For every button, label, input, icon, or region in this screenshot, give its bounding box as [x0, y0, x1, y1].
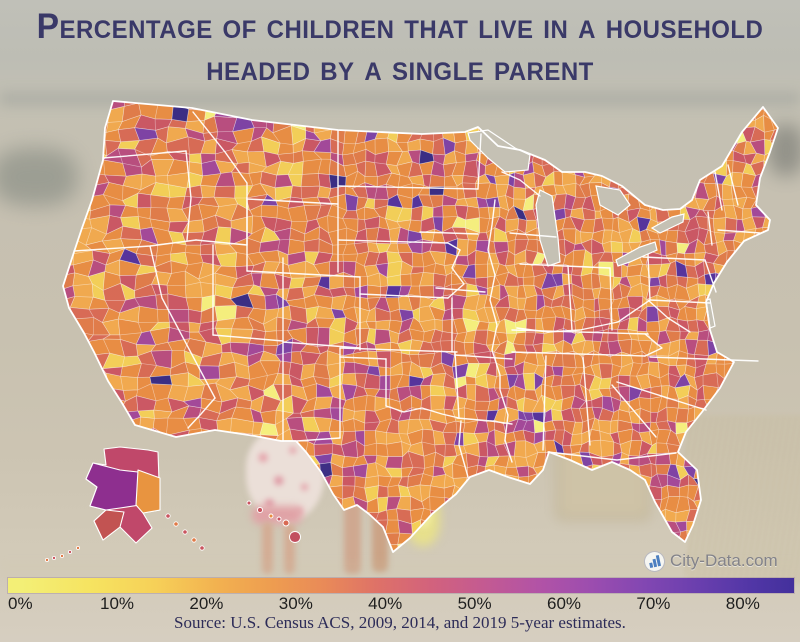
state-border — [339, 356, 387, 360]
state-border — [337, 239, 461, 251]
lake — [535, 189, 561, 267]
page-title: Percentage of children that live in a ho… — [16, 6, 784, 90]
state-border — [454, 354, 513, 360]
state-border — [187, 397, 216, 429]
legend-tick-label: 60% — [546, 594, 582, 613]
state-border — [511, 351, 646, 357]
state-border — [102, 150, 187, 159]
title-line-1: Percentage of children that live in a ho… — [36, 7, 764, 46]
state-border — [246, 270, 361, 278]
state-border — [490, 420, 513, 425]
state-border — [519, 263, 611, 269]
bar-chart-icon — [642, 548, 667, 574]
alaska-island — [182, 529, 188, 535]
color-legend: 0% 10% 20% 30% 40% 50% 60% 70% 80% — [0, 576, 800, 616]
legend-tick-label: 10% — [99, 594, 135, 613]
state-border — [704, 259, 717, 293]
state-border — [385, 405, 460, 419]
hawaii-island — [282, 519, 290, 527]
great-lakes-layer — [467, 129, 716, 329]
state-border — [477, 133, 482, 190]
state-border — [195, 239, 248, 246]
legend-tick-label: 80% — [725, 594, 760, 613]
lake — [615, 241, 658, 267]
legend-gradient-bar — [8, 578, 794, 593]
state-border — [337, 185, 479, 190]
legend-tick-label: 0% — [8, 594, 33, 613]
state-border — [717, 229, 761, 234]
state-border — [419, 231, 479, 235]
state-border — [649, 299, 711, 304]
state-border — [611, 384, 657, 438]
source-note: Source: U.S. Census ACS, 2009, 2014, and… — [174, 613, 626, 632]
alaska-island — [76, 546, 81, 551]
legend-tick-label: 50% — [457, 594, 492, 613]
alaska-island — [68, 550, 73, 555]
alaska-island — [45, 558, 50, 563]
alaska-island — [199, 545, 205, 551]
state-border — [501, 171, 541, 197]
state-border — [647, 254, 651, 301]
state-border — [456, 417, 492, 422]
alaska-region — [93, 509, 125, 541]
state-border — [542, 355, 547, 451]
hawaii-island — [256, 506, 264, 514]
state-border — [707, 211, 713, 246]
alaska-region — [135, 469, 161, 514]
alaska-island — [173, 521, 179, 527]
alaska-island — [165, 513, 171, 519]
state-border — [435, 287, 486, 293]
alaska-island — [191, 537, 197, 543]
lake — [467, 129, 531, 173]
state-border — [282, 341, 361, 349]
hawaii-island — [276, 516, 282, 522]
us-outline — [62, 100, 779, 553]
watermark-label: City-Data.com — [670, 551, 778, 570]
state-border — [212, 334, 284, 342]
state-border — [644, 333, 663, 357]
state-border — [447, 249, 465, 299]
state-border — [458, 420, 469, 478]
title-line-2: headed by a single parent — [206, 49, 594, 88]
hawaii-island — [289, 531, 301, 543]
hawaii-inset — [246, 500, 301, 543]
lake — [595, 185, 631, 216]
state-border — [616, 381, 707, 411]
state-border — [609, 267, 613, 331]
state-border — [727, 164, 739, 206]
state-border — [487, 199, 513, 463]
state-border — [454, 351, 460, 419]
state-border — [339, 347, 458, 353]
legend-tick-label: 20% — [189, 594, 224, 613]
alaska-island — [52, 556, 57, 561]
legend-tick-label: 30% — [278, 594, 313, 613]
alaska-island — [60, 554, 65, 559]
state-border — [714, 171, 723, 211]
legend-tick-label: 40% — [368, 594, 403, 613]
state-border — [246, 198, 339, 205]
state-border — [185, 150, 192, 241]
state-border — [582, 356, 591, 446]
lake — [650, 213, 685, 234]
state-border — [649, 356, 759, 362]
state-border — [567, 265, 573, 331]
state-border — [149, 245, 216, 399]
state-border — [511, 329, 649, 335]
state-border — [642, 256, 706, 261]
state-border — [509, 232, 557, 238]
alaska-inset — [45, 446, 205, 563]
hawaii-island — [268, 513, 274, 519]
alaska-region — [85, 462, 141, 511]
legend-tick-label: 70% — [636, 594, 671, 613]
state-border — [647, 299, 691, 333]
state-border — [359, 293, 449, 299]
hawaii-island — [246, 500, 252, 506]
citydata-watermark[interactable]: City-Data.com — [642, 548, 778, 574]
